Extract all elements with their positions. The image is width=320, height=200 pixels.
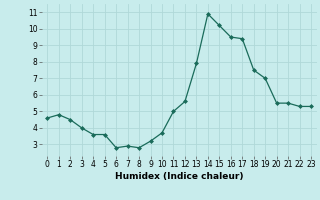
X-axis label: Humidex (Indice chaleur): Humidex (Indice chaleur) (115, 172, 244, 181)
